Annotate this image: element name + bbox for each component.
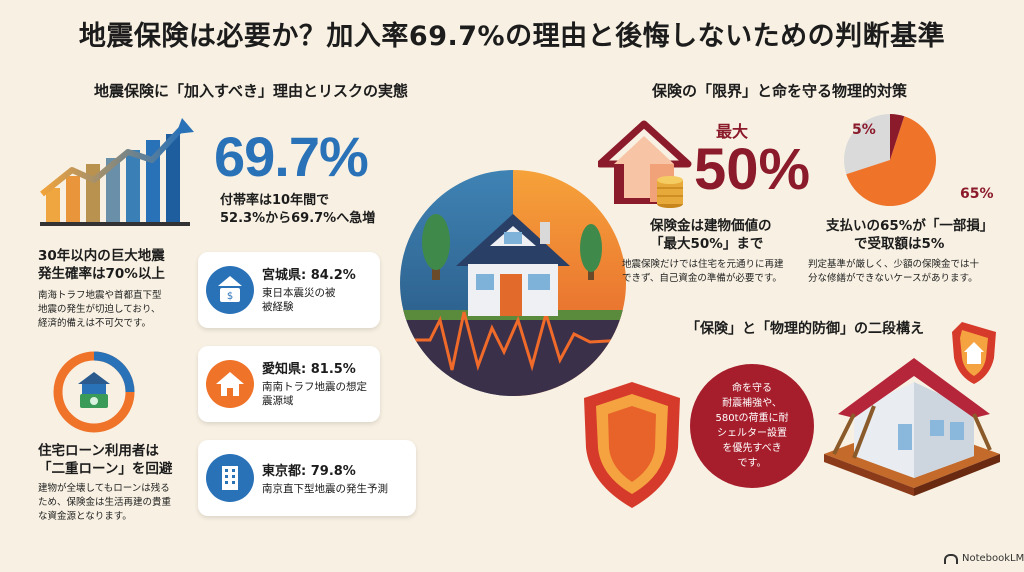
loan-title-2: 「二重ローン」を回避	[38, 461, 173, 477]
region-text: 南京直下型地震の発生予測	[262, 483, 388, 495]
bubble-line: 命を守る	[731, 383, 772, 394]
risk-text-1: 南海トラフ地震や首都直下型	[38, 290, 162, 301]
region-title: 宮城県: 84.2%	[262, 268, 356, 283]
growth-text-2: 52.3%から69.7%へ急増	[220, 211, 376, 226]
house-icon	[206, 360, 254, 408]
risk-text-3: 経済的備えは不可欠です。	[38, 318, 152, 329]
left-section-title: 地震保険に「加入すべき」理由とリスクの実態	[94, 82, 408, 100]
limit-title-1: 保険金は建物価値の	[650, 218, 772, 234]
bubble-line: 580tの荷重に耐	[715, 413, 789, 424]
risk-title-2: 発生確率は70%以上	[38, 266, 165, 282]
limit-text-1: 地震保険だけでは住宅を元通りに再建	[622, 259, 784, 270]
bubble-line: です。	[737, 458, 767, 469]
notebook-icon	[944, 553, 958, 564]
region-card-aichi: 愛知県: 81.5% 南南トラフ地震の想定 震源域	[198, 346, 380, 422]
risk-title-1: 30年以内の巨大地震	[38, 248, 165, 264]
region-text: 南南トラフ地震の想定	[262, 381, 367, 393]
priority-bubble: 命を守る 耐震補強や、 580tの荷重に耐 シェルター設置 を優先すべき です。	[690, 364, 814, 488]
house-money-icon	[53, 351, 135, 433]
partial-text-2: 分な修繕ができないケースがあります。	[808, 273, 978, 284]
house-earthquake-illustration	[400, 170, 626, 396]
pie-large-label: 65%	[960, 186, 994, 202]
limit-title-2: 「最大50%」まで	[650, 236, 764, 252]
payment-pie-icon	[844, 114, 936, 206]
max-value: 50%	[694, 137, 811, 202]
building-icon	[206, 454, 254, 502]
partial-title-2: で受取額は5%	[854, 236, 945, 252]
page-title: 地震保険は必要か？加入率69.7%の理由と後悔しないための判断基準	[78, 21, 946, 52]
big-percentage: 69.7%	[214, 125, 369, 188]
money-icon: $	[206, 266, 254, 314]
reinforced-house-illustration	[824, 322, 1000, 496]
loan-title-1: 住宅ローン利用者は	[38, 443, 159, 459]
svg-text:$: $	[227, 291, 233, 302]
loan-text-3: な資金源となります。	[38, 511, 132, 522]
partial-text-1: 判定基準が厳しく、少額の保険金では十	[808, 259, 980, 270]
region-title: 愛知県: 81.5%	[262, 362, 356, 377]
shield-icon	[584, 382, 680, 508]
pie-slice-65	[846, 116, 936, 206]
growth-text-1: 付帯率は10年間で	[220, 193, 330, 208]
region-text: 被経験	[262, 301, 294, 313]
risk-text-2: 地震の発生が切迫しており、	[38, 304, 161, 315]
limit-text-2: できず、自己資金の準備が必要です。	[622, 273, 782, 284]
bubble-line: シェルター設置	[716, 428, 787, 439]
region-text: 東日本震災の被	[262, 287, 336, 299]
region-title: 東京都: 79.8%	[262, 464, 356, 479]
bubble-line: 耐震補強や、	[722, 398, 782, 409]
region-card-tokyo: 東京都: 79.8% 南京直下型地震の発生予測	[198, 440, 416, 516]
region-text: 震源域	[262, 395, 294, 407]
partial-title-1: 支払いの65%が「一部損」	[826, 218, 994, 234]
right-section-title: 保険の「限界」と命を守る物理的対策	[652, 82, 908, 100]
bubble-line: を優先すべき	[722, 443, 782, 454]
house-coins-icon	[598, 120, 692, 208]
pie-small-label: 5%	[852, 122, 876, 138]
brand-name: NotebookLM	[962, 553, 1024, 564]
two-stage-title: 「保険」と「物理的防御」の二段構え	[686, 321, 924, 337]
loan-text-1: 建物が全壊してもローンは残る	[38, 483, 170, 494]
loan-text-2: ため、保険金は生活再建の貴重	[38, 497, 172, 508]
region-card-miyagi: $ 宮城県: 84.2% 東日本震災の被 被経験	[198, 252, 380, 328]
brand-mark: NotebookLM	[944, 553, 1024, 564]
pie-slice-5	[890, 114, 905, 160]
max-label: 最大	[716, 122, 749, 141]
growth-chart-icon	[40, 118, 194, 226]
